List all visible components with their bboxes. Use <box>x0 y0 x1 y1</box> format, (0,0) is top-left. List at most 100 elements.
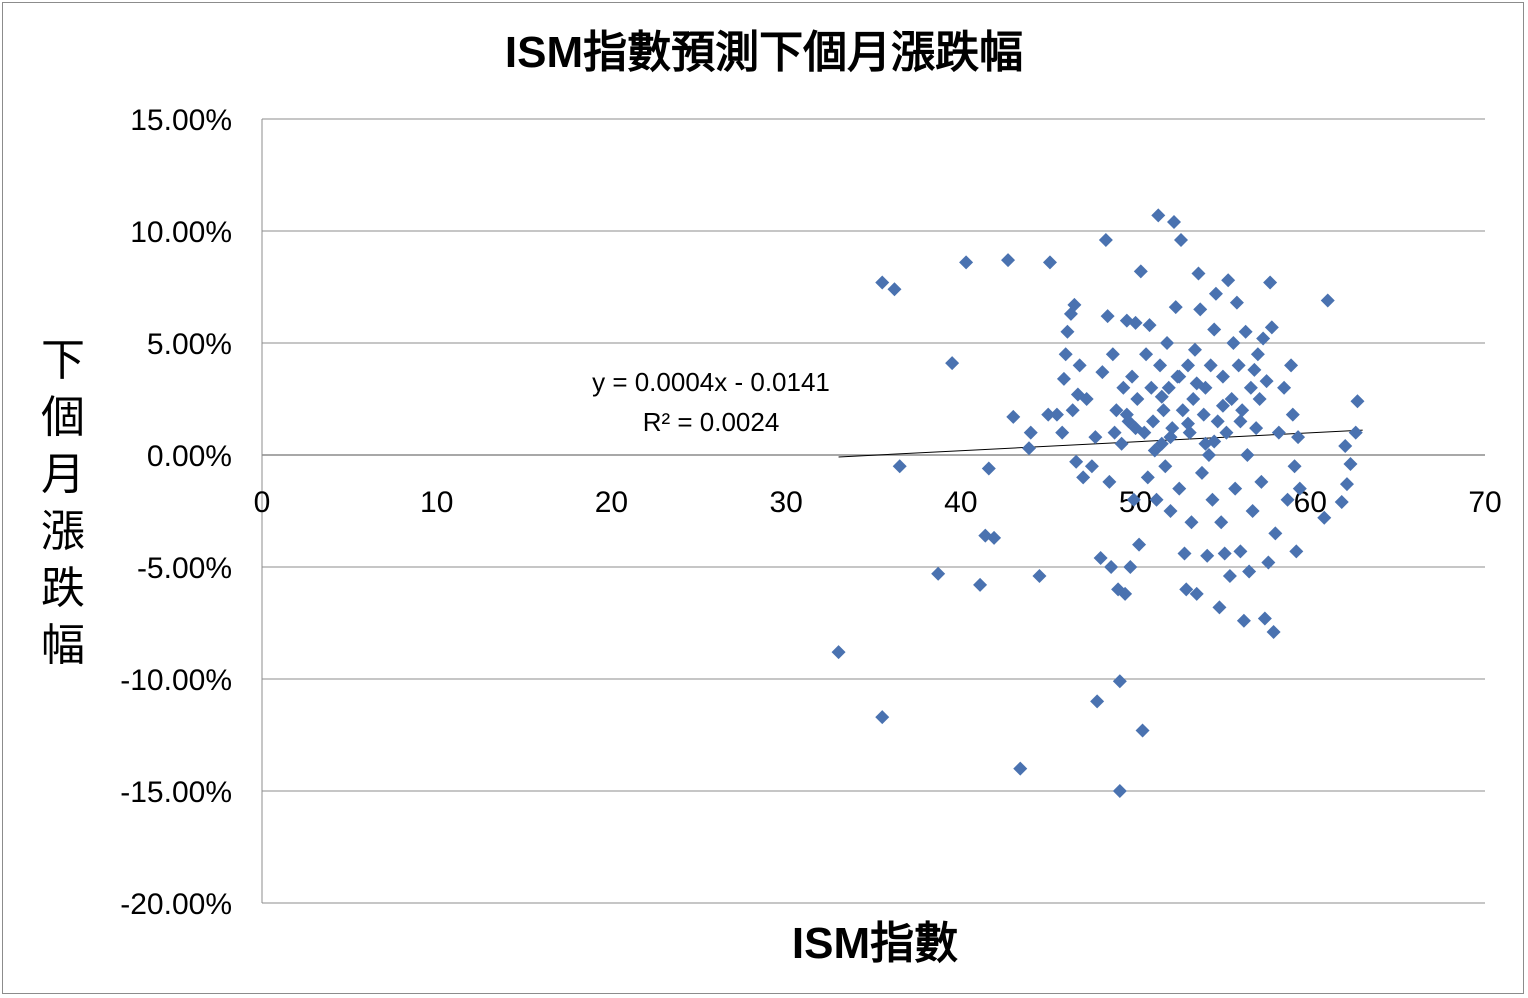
x-tick-label: 40 <box>944 486 977 519</box>
data-point <box>1189 376 1204 391</box>
data-point <box>1076 470 1091 485</box>
data-point <box>1285 407 1300 422</box>
data-point <box>1221 273 1236 288</box>
data-point <box>1093 551 1108 566</box>
data-point <box>1266 624 1281 639</box>
data-point <box>1112 674 1127 689</box>
data-point <box>1334 495 1349 510</box>
data-point <box>1252 392 1267 406</box>
data-point <box>1187 342 1202 357</box>
data-point <box>1102 474 1117 489</box>
data-point <box>1177 546 1192 561</box>
data-point <box>1095 365 1110 380</box>
y-axis-label-char: 下 <box>41 336 85 385</box>
data-point <box>1104 560 1119 574</box>
data-point <box>1090 694 1105 709</box>
data-point <box>1256 331 1271 346</box>
data-point <box>1180 358 1195 373</box>
data-point <box>1175 403 1190 418</box>
data-point <box>1163 504 1178 518</box>
y-tick-label: -15.00% <box>120 776 232 809</box>
y-tick-label: 0.00% <box>147 440 232 473</box>
data-point <box>1343 456 1358 471</box>
data-point <box>1128 315 1143 330</box>
data-point <box>1261 555 1276 570</box>
data-point <box>1173 232 1188 247</box>
data-point <box>1133 264 1148 279</box>
data-point <box>1224 392 1239 406</box>
data-point <box>1205 492 1220 507</box>
data-point <box>1217 546 1232 561</box>
data-point <box>931 566 946 581</box>
data-point <box>1247 362 1262 377</box>
data-point <box>875 275 890 290</box>
x-axis-label: ISM指數 <box>792 919 958 968</box>
data-point <box>1132 537 1147 552</box>
data-point <box>1189 586 1204 601</box>
y-axis-label: 下個月漲跌幅 <box>41 336 85 670</box>
data-point <box>1320 293 1335 308</box>
data-point <box>1112 784 1127 798</box>
data-point <box>1182 425 1197 440</box>
data-point <box>1147 443 1162 458</box>
data-point <box>1056 371 1071 386</box>
data-point <box>1100 309 1115 324</box>
data-point <box>1160 336 1175 350</box>
x-tick-labels: 010203040506070 <box>254 486 1502 519</box>
data-point <box>1254 474 1269 489</box>
chart-title: ISM指數預測下個月漲跌幅 <box>505 28 1023 77</box>
data-point <box>1243 380 1258 395</box>
data-point <box>1118 586 1133 601</box>
data-point <box>1172 481 1187 496</box>
y-tick-label: 15.00% <box>130 104 232 137</box>
data-point <box>1069 454 1084 469</box>
data-point <box>1257 611 1272 626</box>
data-point <box>1079 392 1094 406</box>
data-point <box>1179 582 1194 597</box>
data-point <box>1268 526 1283 541</box>
x-tick-label: 70 <box>1468 486 1501 519</box>
x-tick-label: 20 <box>595 486 628 519</box>
data-point <box>1207 322 1222 337</box>
trendline-equation: y = 0.0004x - 0.0141 <box>592 367 830 397</box>
data-point <box>1107 425 1122 440</box>
data-point <box>1042 255 1057 270</box>
data-point <box>1055 425 1070 440</box>
data-point <box>1231 358 1246 373</box>
data-point <box>1135 723 1150 738</box>
scatter-chart: ISM指數預測下個月漲跌幅 15.00% 10.00% 5.00% 0.00% -5.0… <box>41 28 1502 968</box>
data-point <box>1184 515 1199 530</box>
data-points <box>831 208 1365 798</box>
gridlines <box>262 118 1485 904</box>
y-tick-label: 5.00% <box>147 328 232 361</box>
data-point <box>1116 380 1131 395</box>
data-point <box>1156 403 1171 418</box>
y-axis-label-char: 月 <box>41 450 85 499</box>
trendline-r-squared: R² = 0.0024 <box>643 407 780 437</box>
data-point <box>1233 544 1248 559</box>
data-point <box>1058 347 1073 362</box>
data-point <box>1201 448 1216 462</box>
data-point <box>1168 300 1183 315</box>
data-point <box>1146 414 1161 429</box>
data-point <box>1153 358 1168 373</box>
data-point <box>1264 320 1279 335</box>
data-point <box>1088 430 1103 445</box>
data-point <box>1032 568 1047 583</box>
data-point <box>1350 394 1365 409</box>
data-point <box>875 710 890 725</box>
data-point <box>1284 358 1299 373</box>
data-point <box>1214 515 1229 530</box>
data-point <box>1203 358 1218 373</box>
data-point <box>1222 568 1237 583</box>
data-point <box>1154 389 1169 404</box>
data-point <box>1172 369 1187 384</box>
data-point <box>1128 421 1143 436</box>
data-point <box>1119 407 1134 422</box>
data-point <box>1191 266 1206 281</box>
data-point <box>1287 459 1302 474</box>
data-point <box>892 459 907 474</box>
y-axis-label-char: 漲 <box>41 507 85 556</box>
data-point <box>1229 295 1244 310</box>
data-point <box>1215 398 1230 413</box>
